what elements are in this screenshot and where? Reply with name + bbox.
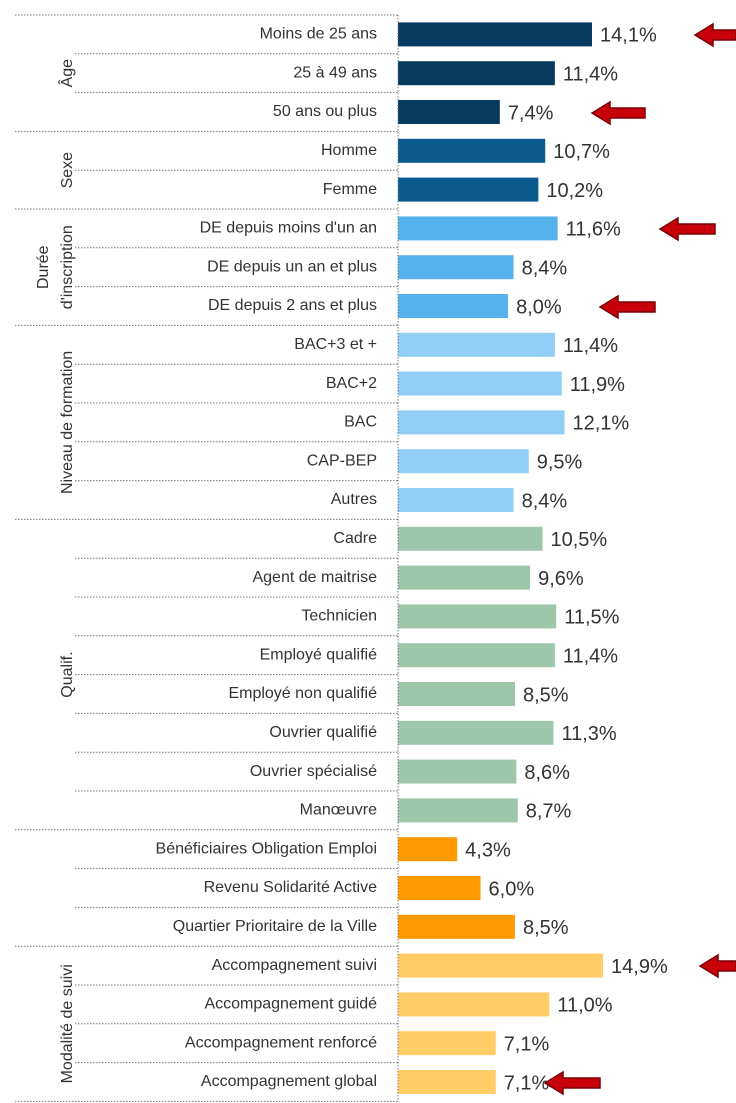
arrow [598,294,656,320]
bar [398,332,555,357]
category-label: BAC+2 [326,375,377,392]
bar [398,682,515,706]
bar [398,488,514,512]
value-label: 4,3% [465,839,511,861]
category-label: CAP-BEP [307,452,377,469]
value-label: 11,3% [561,723,616,745]
bar [398,410,565,435]
bar [398,216,558,241]
category-label: Employé qualifié [260,646,378,663]
value-label: 11,9% [570,374,625,396]
bar [398,177,539,202]
value-label: 9,5% [537,451,583,473]
bar [398,720,554,745]
bar [398,100,500,124]
value-label: 9,6% [538,568,584,590]
category-label: Accompagnement guidé [204,996,377,1013]
value-label: 11,0% [557,995,612,1017]
category-label: DE depuis moins d'un an [200,220,377,237]
bar [398,294,509,318]
category-label: BAC+3 et + [294,336,377,353]
bar [398,953,604,978]
bar [398,371,562,396]
category-label: DE depuis un an et plus [207,258,377,275]
category-label: Ouvrier qualifié [269,724,377,741]
category-label: Bénéficiaires Obligation Emploi [156,840,377,857]
category-label: Moins de 25 ans [260,26,377,43]
value-label: 11,5% [564,607,619,629]
value-label: 11,6% [566,219,621,241]
bar [398,604,557,629]
category-label: Manœuvre [300,802,377,819]
bar [398,992,550,1017]
bar [398,876,481,900]
group-label: Durée [35,245,52,289]
arrow [698,953,736,979]
category-label: Technicien [301,608,377,625]
arrow [693,22,736,48]
value-label: 8,4% [522,257,568,279]
category-label: Autres [331,491,377,508]
bar [398,449,529,474]
bar [398,759,517,784]
bar [398,22,593,47]
bar [398,526,543,551]
category-label: Femme [323,181,377,198]
value-label: 8,5% [523,917,569,939]
group-label: Âge [57,59,76,88]
bar [398,1070,496,1094]
value-label: 8,6% [524,762,570,784]
bar [398,643,555,668]
category-label: Cadre [333,530,377,547]
value-label: 7,4% [508,102,554,124]
category-label: Accompagnement renforcé [185,1034,377,1051]
group-label: Qualif. [59,651,76,697]
bar [398,565,531,590]
bar [398,914,515,939]
arrow [590,100,646,126]
bar [398,138,546,163]
arrow [658,216,716,242]
category-label: BAC [344,414,377,431]
category-label: Revenu Solidarité Active [204,879,378,896]
value-label: 14,1% [600,25,657,47]
category-label: Accompagnement global [201,1073,377,1090]
group-label: d'inscription [59,225,76,309]
bar [398,255,514,280]
value-label: 11,4% [563,335,618,357]
highlight-arrows [543,22,736,1096]
value-label: 10,7% [553,141,610,163]
category-label: DE depuis 2 ans et plus [208,297,377,314]
value-label: 10,2% [546,180,603,202]
group-label: Sexe [59,152,76,189]
value-label: 7,1% [504,1072,550,1094]
category-label: 25 à 49 ans [293,64,377,81]
bar [398,61,555,86]
arrow [543,1070,601,1096]
value-label: 8,0% [516,296,562,318]
category-label: Accompagnement suivi [212,957,377,974]
value-label: 7,1% [504,1033,550,1055]
category-label: Homme [321,142,377,159]
category-label: Ouvrier spécialisé [250,763,377,780]
group-label: Niveau de formation [59,351,76,494]
value-label: 8,5% [523,684,569,706]
group-label: Modalité de suivi [59,964,76,1083]
value-label: 12,1% [572,413,629,435]
value-label: 6,0% [489,878,535,900]
bar [398,837,458,862]
category-label: Employé non qualifié [228,685,377,702]
bar [398,1031,496,1056]
category-label: Quartier Prioritaire de la Ville [173,918,377,935]
value-label: 14,9% [611,956,668,978]
value-label: 8,7% [526,801,572,823]
value-label: 8,4% [522,490,568,512]
value-label: 11,4% [563,63,618,85]
value-label: 10,5% [550,529,607,551]
bar [398,798,518,823]
category-label: 50 ans ou plus [273,103,377,120]
category-label: Agent de maitrise [252,569,377,586]
value-label: 11,4% [563,645,618,667]
